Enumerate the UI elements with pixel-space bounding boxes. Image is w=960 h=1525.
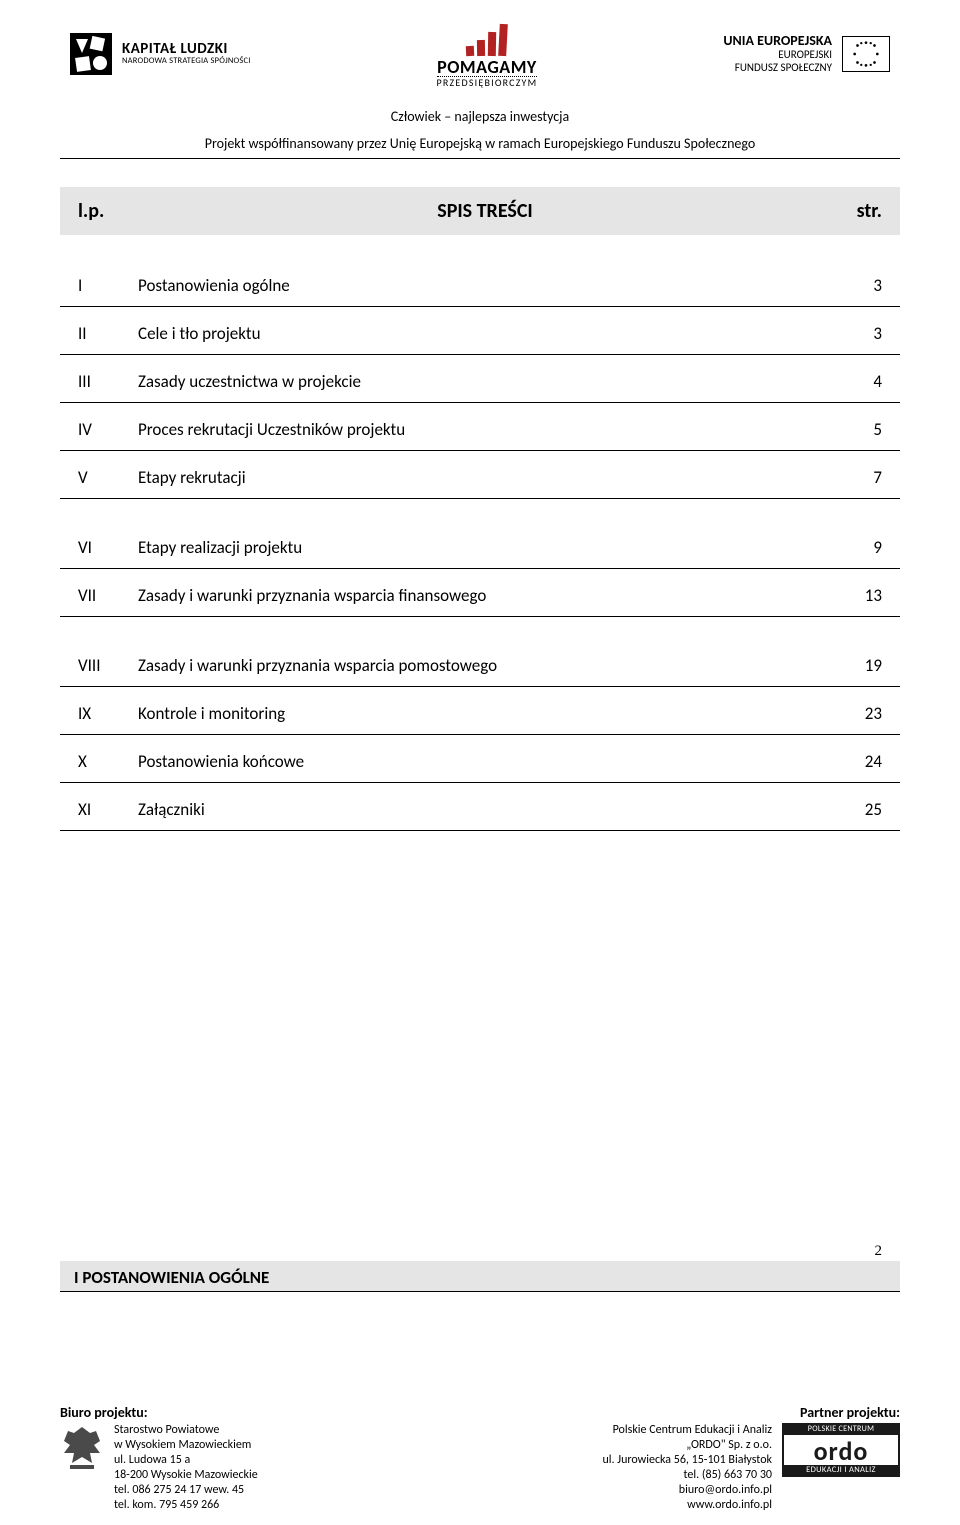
- toc-row: VIII Zasady i warunki przyznania wsparci…: [60, 639, 900, 687]
- toc-header: l.p. SPIS TREŚCI str.: [60, 187, 900, 235]
- toc-group-gap: [60, 499, 900, 521]
- toc-num: II: [78, 323, 138, 344]
- toc-row: VII Zasady i warunki przyznania wsparcia…: [60, 569, 900, 617]
- toc-page: 3: [832, 323, 882, 344]
- toc-page: 4: [832, 371, 882, 392]
- pomagamy-subtitle: PRZEDSIĘBIORCZYM: [437, 76, 538, 88]
- eagle-icon: [60, 1423, 104, 1471]
- toc-label: Załączniki: [138, 799, 832, 820]
- header-cofinancing: Projekt współfinansowany przez Unię Euro…: [60, 135, 900, 152]
- toc-group-gap: [60, 617, 900, 639]
- toc-page: 7: [832, 467, 882, 488]
- footer-right-l5: biuro@ordo.info.pl: [602, 1483, 772, 1498]
- toc-row: III Zasady uczestnictwa w projekcie 4: [60, 355, 900, 403]
- kapital-ludzki-title: KAPITAŁ LUDZKI: [122, 42, 251, 58]
- toc-label: Postanowienia końcowe: [138, 751, 832, 772]
- ordo-badge-mid: ordo: [782, 1435, 900, 1466]
- footer-right-l1: Polskie Centrum Edukacji i Analiz: [602, 1423, 772, 1438]
- toc-label: Etapy realizacji projektu: [138, 537, 832, 558]
- footer: Biuro projektu: Starostwo Powiatowe w Wy…: [60, 1404, 900, 1514]
- section-heading: I POSTANOWIENIA OGÓLNE: [60, 1261, 900, 1292]
- ordo-badge: POLSKIE CENTRUM ordo EDUKACJI I ANALIZ: [782, 1423, 900, 1477]
- toc-row: IV Proces rekrutacji Uczestników projekt…: [60, 403, 900, 451]
- footer-left: Biuro projektu: Starostwo Powiatowe w Wy…: [60, 1404, 258, 1514]
- footer-right-l6: www.ordo.info.pl: [602, 1498, 772, 1513]
- toc-row: V Etapy rekrutacji 7: [60, 451, 900, 499]
- toc-label: Zasady i warunki przyznania wsparcia pom…: [138, 655, 832, 676]
- toc-row: I Postanowienia ogólne 3: [60, 259, 900, 307]
- footer-left-l5: tel. 086 275 24 17 wew. 45: [114, 1483, 258, 1498]
- toc-num: X: [78, 751, 138, 772]
- footer-left-l4: 18-200 Wysokie Mazowieckie: [114, 1468, 258, 1483]
- toc-num: VIII: [78, 655, 138, 676]
- toc-page: 25: [832, 799, 882, 820]
- toc-row: XI Załączniki 25: [60, 783, 900, 831]
- toc-label: Proces rekrutacji Uczestników projektu: [138, 419, 832, 440]
- eu-line1: UNIA EUROPEJSKA: [723, 33, 832, 49]
- toc-label: Kontrole i monitoring: [138, 703, 832, 724]
- eu-flag-icon: [842, 36, 890, 72]
- toc-page: 9: [832, 537, 882, 558]
- ordo-badge-top: POLSKIE CENTRUM: [782, 1424, 900, 1435]
- footer-left-label: Biuro projektu:: [60, 1404, 258, 1422]
- toc-num: V: [78, 467, 138, 488]
- pomagamy-bars-icon: [466, 20, 507, 56]
- kapital-ludzki-icon: [70, 33, 112, 75]
- footer-right-l4: tel. (85) 663 70 30: [602, 1468, 772, 1483]
- footer-left-l3: ul. Ludowa 15 a: [114, 1453, 258, 1468]
- toc-num: VI: [78, 537, 138, 558]
- page-number: 2: [875, 1243, 883, 1260]
- logo-eu: UNIA EUROPEJSKA EUROPEJSKI FUNDUSZ SPOŁE…: [723, 33, 890, 74]
- ordo-badge-bot: EDUKACJI I ANALIZ: [782, 1465, 900, 1476]
- toc-num: XI: [78, 799, 138, 820]
- toc-row: II Cele i tło projektu 3: [60, 307, 900, 355]
- toc-num: I: [78, 275, 138, 296]
- toc-label: Zasady i warunki przyznania wsparcia fin…: [138, 585, 832, 606]
- toc-num: VII: [78, 585, 138, 606]
- toc-row: VI Etapy realizacji projektu 9: [60, 521, 900, 569]
- footer-left-l6: tel. kom. 795 459 266: [114, 1498, 258, 1513]
- toc-page: 23: [832, 703, 882, 724]
- toc-label: Zasady uczestnictwa w projekcie: [138, 371, 832, 392]
- footer-right-label: Partner projektu:: [800, 1404, 900, 1422]
- toc-row: X Postanowienia końcowe 24: [60, 735, 900, 783]
- toc-header-lp: l.p.: [78, 199, 158, 223]
- toc-page: 3: [832, 275, 882, 296]
- toc-label: Etapy rekrutacji: [138, 467, 832, 488]
- toc-page: 5: [832, 419, 882, 440]
- header-rule: [60, 158, 900, 159]
- toc-header-title: SPIS TREŚCI: [158, 199, 812, 223]
- kapital-ludzki-subtitle: NARODOWA STRATEGIA SPÓJNOŚCI: [122, 57, 251, 66]
- toc-label: Cele i tło projektu: [138, 323, 832, 344]
- toc-page: 13: [832, 585, 882, 606]
- toc-page: 19: [832, 655, 882, 676]
- footer-left-l2: w Wysokiem Mazowieckiem: [114, 1438, 258, 1453]
- pomagamy-title: POMAGAMY: [437, 58, 537, 76]
- toc-label: Postanowienia ogólne: [138, 275, 832, 296]
- footer-left-l1: Starostwo Powiatowe: [114, 1423, 258, 1438]
- toc-page: 24: [832, 751, 882, 772]
- toc-row: IX Kontrole i monitoring 23: [60, 687, 900, 735]
- header-logo-row: KAPITAŁ LUDZKI NARODOWA STRATEGIA SPÓJNO…: [60, 20, 900, 100]
- eu-line3: FUNDUSZ SPOŁECZNY: [735, 62, 832, 75]
- toc-header-str: str.: [812, 199, 882, 223]
- toc-num: IV: [78, 419, 138, 440]
- footer-right: Partner projektu: Polskie Centrum Edukac…: [602, 1404, 900, 1514]
- header-tagline: Człowiek – najlepsza inwestycja: [60, 108, 900, 125]
- logo-pomagamy: POMAGAMY PRZEDSIĘBIORCZYM: [437, 20, 538, 88]
- toc-num: IX: [78, 703, 138, 724]
- logo-kapital-ludzki: KAPITAŁ LUDZKI NARODOWA STRATEGIA SPÓJNO…: [70, 33, 251, 75]
- footer-right-l2: „ORDO" Sp. z o.o.: [602, 1438, 772, 1453]
- toc-body: I Postanowienia ogólne 3 II Cele i tło p…: [60, 259, 900, 831]
- footer-right-l3: ul. Jurowiecka 56, 15-101 Białystok: [602, 1453, 772, 1468]
- toc-num: III: [78, 371, 138, 392]
